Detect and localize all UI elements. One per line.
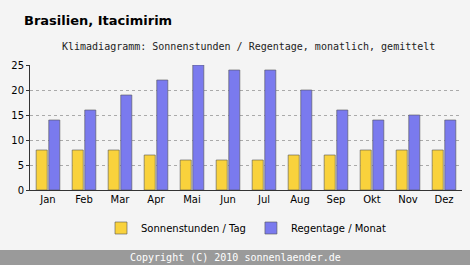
svg-text:Aug: Aug [290,194,310,205]
svg-text:25: 25 [11,60,24,71]
svg-text:Feb: Feb [75,194,93,205]
svg-text:0: 0 [18,185,24,196]
svg-text:Sonnenstunden / Tag: Sonnenstunden / Tag [141,223,246,234]
svg-text:Klimadiagramm: Sonnenstunden /: Klimadiagramm: Sonnenstunden / Regentage… [62,41,435,52]
svg-text:15: 15 [11,110,24,121]
svg-text:Regentage / Monat: Regentage / Monat [291,223,386,234]
svg-text:Dez: Dez [434,194,453,205]
svg-text:Copyright (C) 2010 sonnenlaend: Copyright (C) 2010 sonnenlaender.de [130,252,341,263]
svg-text:Mar: Mar [111,194,131,205]
svg-text:20: 20 [11,85,24,96]
svg-text:10: 10 [11,135,24,146]
svg-text:Sep: Sep [327,194,346,205]
svg-text:Jun: Jun [219,194,236,205]
svg-text:Mai: Mai [183,194,201,205]
svg-text:Brasilien, Itacimirim: Brasilien, Itacimirim [24,13,172,28]
svg-text:Jul: Jul [257,194,270,205]
svg-text:Nov: Nov [398,194,418,205]
svg-text:Okt: Okt [363,194,381,205]
svg-text:Apr: Apr [147,194,165,205]
svg-text:5: 5 [18,160,24,171]
svg-text:Jan: Jan [39,194,55,205]
